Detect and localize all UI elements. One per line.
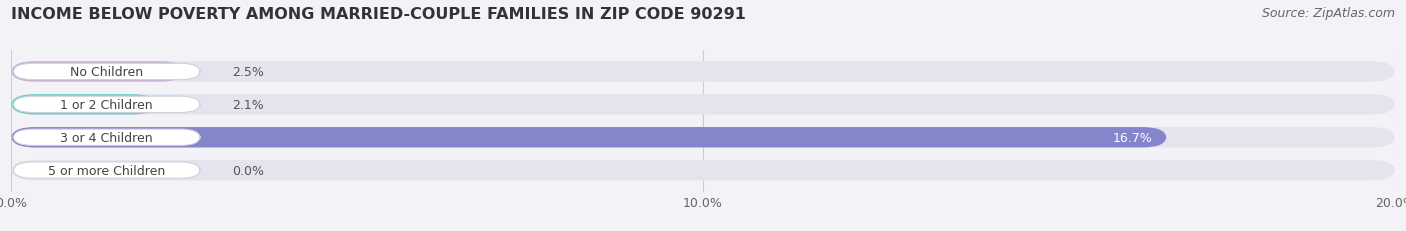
FancyBboxPatch shape: [13, 97, 200, 113]
FancyBboxPatch shape: [13, 130, 200, 146]
Text: 3 or 4 Children: 3 or 4 Children: [60, 131, 153, 144]
FancyBboxPatch shape: [11, 62, 1395, 82]
Text: Source: ZipAtlas.com: Source: ZipAtlas.com: [1261, 7, 1395, 20]
FancyBboxPatch shape: [11, 160, 1395, 181]
Text: 5 or more Children: 5 or more Children: [48, 164, 166, 177]
FancyBboxPatch shape: [13, 162, 200, 179]
Text: INCOME BELOW POVERTY AMONG MARRIED-COUPLE FAMILIES IN ZIP CODE 90291: INCOME BELOW POVERTY AMONG MARRIED-COUPL…: [11, 7, 747, 22]
Text: 16.7%: 16.7%: [1114, 131, 1153, 144]
Text: No Children: No Children: [70, 66, 143, 79]
Text: 0.0%: 0.0%: [232, 164, 264, 177]
Text: 1 or 2 Children: 1 or 2 Children: [60, 98, 153, 111]
FancyBboxPatch shape: [11, 95, 1395, 115]
FancyBboxPatch shape: [13, 64, 200, 80]
Text: 2.5%: 2.5%: [232, 66, 264, 79]
FancyBboxPatch shape: [11, 128, 1167, 148]
FancyBboxPatch shape: [11, 62, 184, 82]
FancyBboxPatch shape: [11, 95, 156, 115]
Text: 2.1%: 2.1%: [232, 98, 264, 111]
FancyBboxPatch shape: [11, 128, 1395, 148]
